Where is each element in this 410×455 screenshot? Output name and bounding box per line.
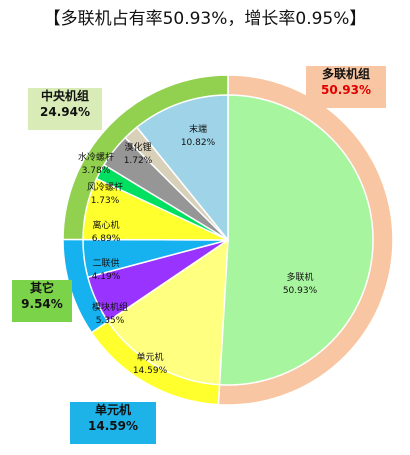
inner-label-value-4: 6.89% [92, 234, 121, 244]
callout-multi-value: 50.93% [321, 83, 371, 97]
inner-label-value-6: 3.78% [82, 166, 111, 176]
callout-unit: 单元机 14.59% [70, 402, 156, 444]
callout-other-name: 其它 [29, 281, 54, 295]
inner-slice-1 [106, 238, 229, 386]
callout-central: 中央机组 24.94% [28, 88, 102, 130]
inner-label-name-0: 多联机 [286, 271, 313, 283]
callout-other: 其它 9.54% [12, 280, 72, 322]
callout-multi: 多联机组 50.93% [306, 66, 386, 108]
inner-label-name-3: 二联供 [92, 257, 119, 269]
inner-label-name-8: 末端 [189, 123, 207, 135]
callout-other-value: 9.54% [21, 297, 63, 311]
inner-pie [82, 94, 374, 386]
inner-label-value-3: 4.19% [92, 272, 121, 282]
page-title: 【多联机占有率50.93%，增长率0.95%】 [43, 9, 367, 29]
inner-label-name-2: 模块机组 [92, 301, 128, 313]
callout-unit-name: 单元机 [94, 403, 131, 417]
inner-label-name-5: 风冷螺杆 [87, 181, 123, 193]
callout-central-name: 中央机组 [40, 89, 89, 103]
inner-labels: 多联机 50.93% 单元机 14.59% 模块机组 5.35% 二联供 4.19% 离心机 6.… [78, 123, 318, 376]
callout-multi-name: 多联机组 [321, 67, 370, 81]
inner-label-name-4: 离心机 [92, 219, 119, 231]
inner-label-value-2: 5.35% [96, 316, 125, 326]
inner-label-value-5: 1.73% [91, 196, 120, 206]
inner-slice-0 [218, 94, 374, 386]
inner-label-value-7: 1.72% [124, 156, 153, 166]
inner-label-value-8: 10.82% [181, 138, 216, 148]
callout-unit-value: 14.59% [88, 419, 138, 433]
inner-slice-8 [135, 94, 229, 243]
inner-label-value-0: 50.93% [283, 286, 318, 296]
callout-central-value: 24.94% [40, 105, 90, 119]
inner-label-name-6: 水冷螺杆 [78, 151, 114, 163]
inner-label-name-1: 单元机 [136, 351, 163, 363]
inner-label-value-1: 14.59% [133, 366, 168, 376]
inner-label-name-7: 溴化锂 [124, 141, 151, 153]
